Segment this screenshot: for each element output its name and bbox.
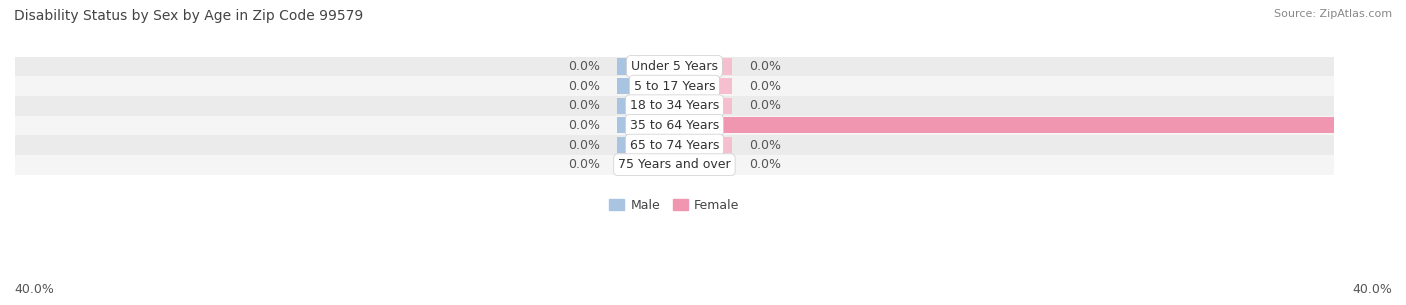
- Bar: [15, 155, 1334, 174]
- Bar: [675, 78, 733, 94]
- Bar: [15, 135, 1334, 155]
- Bar: [617, 157, 675, 173]
- Text: 40.0%: 40.0%: [14, 283, 53, 296]
- Legend: Male, Female: Male, Female: [605, 194, 745, 217]
- Text: 0.0%: 0.0%: [748, 99, 780, 112]
- Text: 40.0%: 40.0%: [1350, 119, 1393, 132]
- Text: 0.0%: 0.0%: [568, 60, 600, 73]
- Text: 0.0%: 0.0%: [568, 99, 600, 112]
- Bar: [15, 57, 1334, 76]
- Text: 0.0%: 0.0%: [748, 60, 780, 73]
- Bar: [617, 137, 675, 153]
- Text: 0.0%: 0.0%: [568, 158, 600, 171]
- Text: 5 to 17 Years: 5 to 17 Years: [634, 80, 716, 93]
- Text: 35 to 64 Years: 35 to 64 Years: [630, 119, 718, 132]
- Text: Disability Status by Sex by Age in Zip Code 99579: Disability Status by Sex by Age in Zip C…: [14, 9, 363, 23]
- Text: 0.0%: 0.0%: [748, 138, 780, 152]
- Text: 75 Years and over: 75 Years and over: [619, 158, 731, 171]
- Text: 65 to 74 Years: 65 to 74 Years: [630, 138, 718, 152]
- Bar: [15, 76, 1334, 96]
- Text: 0.0%: 0.0%: [568, 138, 600, 152]
- Bar: [675, 58, 733, 74]
- Text: 0.0%: 0.0%: [748, 80, 780, 93]
- Bar: [675, 157, 733, 173]
- Text: 18 to 34 Years: 18 to 34 Years: [630, 99, 718, 112]
- Bar: [617, 58, 675, 74]
- Text: 0.0%: 0.0%: [748, 158, 780, 171]
- Bar: [675, 137, 733, 153]
- Bar: [617, 117, 675, 134]
- Bar: [675, 98, 733, 114]
- Text: 40.0%: 40.0%: [1353, 283, 1392, 296]
- Bar: [617, 78, 675, 94]
- Text: Source: ZipAtlas.com: Source: ZipAtlas.com: [1274, 9, 1392, 19]
- Bar: [617, 98, 675, 114]
- Text: 0.0%: 0.0%: [568, 80, 600, 93]
- Bar: [675, 117, 1334, 134]
- Bar: [15, 116, 1334, 135]
- Text: 0.0%: 0.0%: [568, 119, 600, 132]
- Bar: [15, 96, 1334, 116]
- Text: Under 5 Years: Under 5 Years: [631, 60, 718, 73]
